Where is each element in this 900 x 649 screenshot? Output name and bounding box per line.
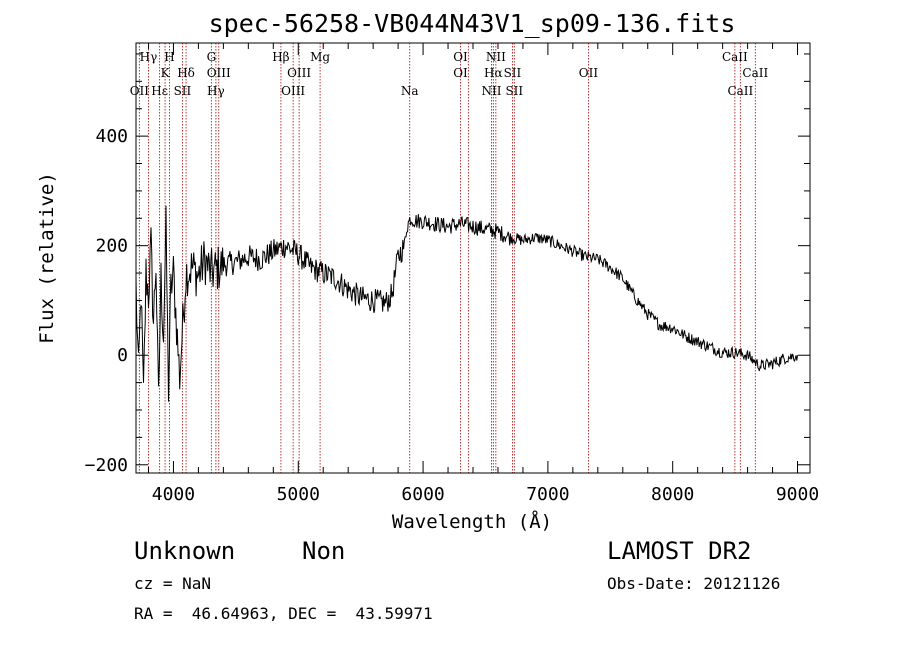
- y-axis-label: Flux (relative): [36, 172, 58, 344]
- line-label: NII: [481, 84, 501, 98]
- x-tick-label: 5000: [277, 484, 320, 505]
- line-label: Mg: [310, 50, 330, 64]
- line-label: CaII: [742, 66, 768, 80]
- line-label: Hβ: [272, 50, 289, 64]
- y-tick-label: −200: [85, 455, 128, 476]
- object-subclass: Non: [302, 537, 346, 565]
- redshift-cz: cz = NaN: [134, 574, 212, 593]
- x-axis: 4000 5000 6000 7000 8000 9000: [147, 43, 819, 505]
- line-label: OIII: [287, 66, 311, 80]
- line-label: SII: [505, 84, 523, 98]
- y-axis: −200 0 200 400: [85, 53, 810, 476]
- line-label: Hγ: [207, 84, 225, 98]
- survey-name: LAMOST DR2: [607, 537, 752, 565]
- line-label: NII: [486, 50, 506, 64]
- line-label: SII: [504, 66, 522, 80]
- spectrum-chart: spec-56258-VB044N43V1_sp09-136.fits Hγ H G…: [36, 9, 819, 533]
- line-label: OII: [130, 84, 150, 98]
- line-label: K: [161, 66, 171, 80]
- x-tick-label: 8000: [651, 484, 694, 505]
- line-label: Hγ: [140, 50, 158, 64]
- object-class: Unknown: [134, 537, 236, 565]
- line-label: CaII: [727, 84, 753, 98]
- line-label: OII: [579, 66, 599, 80]
- line-label: OI: [453, 66, 468, 80]
- x-tick-label: 7000: [526, 484, 569, 505]
- series-layer: [135, 205, 798, 402]
- coordinates: RA = 46.64963, DEC = 43.59971: [134, 604, 433, 623]
- x-tick-label: 6000: [401, 484, 444, 505]
- line-label: SII: [174, 84, 192, 98]
- x-tick-label: 4000: [152, 484, 195, 505]
- line-label: OI: [453, 50, 468, 64]
- line-label: G: [207, 50, 217, 64]
- x-tick-label: 9000: [776, 484, 819, 505]
- emission-line-markers: [138, 43, 756, 473]
- y-tick-label: 400: [95, 126, 128, 147]
- y-tick-label: 0: [117, 345, 128, 366]
- chart-title: spec-56258-VB044N43V1_sp09-136.fits: [209, 9, 736, 38]
- observation-date: Obs-Date: 20121126: [607, 574, 781, 593]
- line-label: H: [164, 50, 174, 64]
- y-tick-label: 200: [95, 236, 128, 257]
- spectrum-line: [135, 205, 798, 402]
- line-label: CaII: [722, 50, 748, 64]
- line-label: Na: [401, 84, 419, 98]
- line-label: Hδ: [177, 66, 195, 80]
- x-axis-label: Wavelength (Å): [392, 510, 552, 533]
- line-label: Hε: [151, 84, 168, 98]
- line-label: Hα: [484, 66, 503, 80]
- line-label: OIII: [281, 84, 305, 98]
- line-label: OIII: [207, 66, 231, 80]
